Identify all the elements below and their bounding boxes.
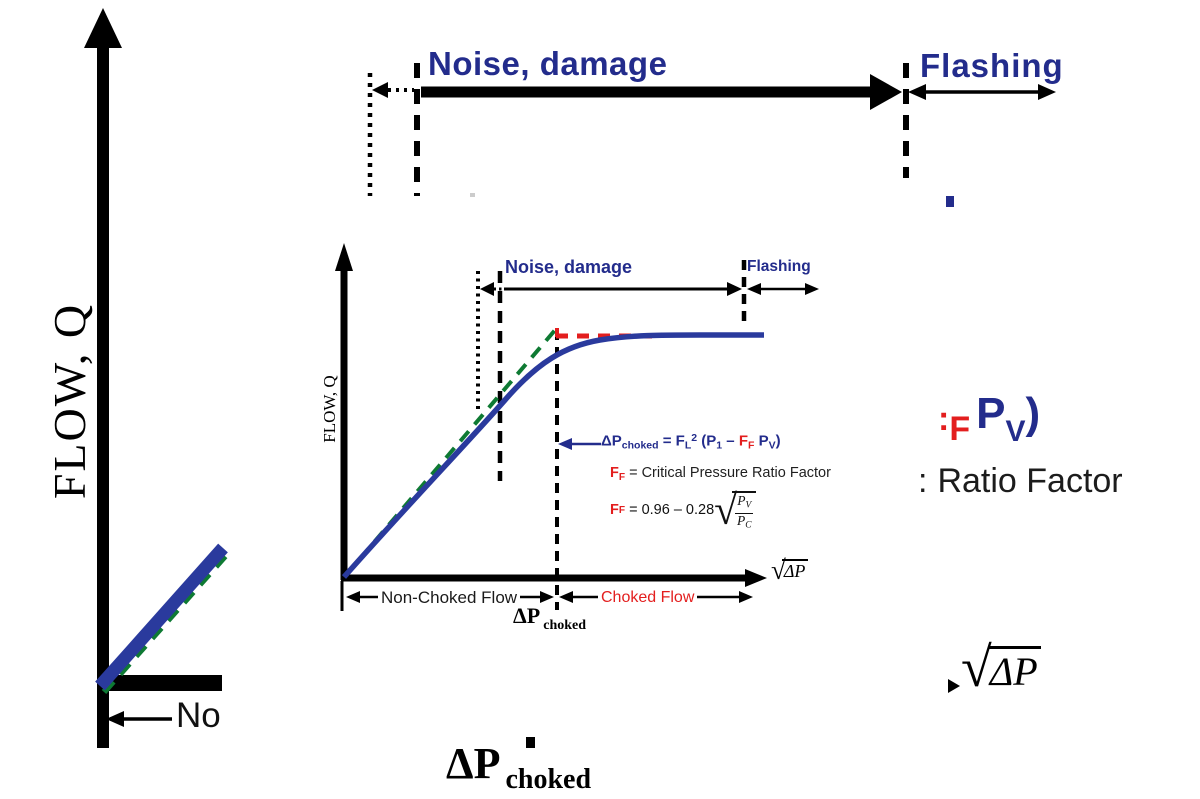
large-radical-expression: ΔP (987, 646, 1041, 693)
large-ratio-factor-fragment: : Ratio Factor (918, 463, 1123, 500)
large-flashing-arrowhead-right (1038, 84, 1056, 100)
f3-num-p: P (737, 493, 746, 509)
f1-close-paren: ) (775, 432, 781, 450)
large-dp-choked-sub: choked (505, 764, 592, 795)
large-ratio-colon: : (918, 462, 928, 500)
inset-formula-pointer-arrowhead (558, 438, 572, 450)
f3-ff-sub: F (618, 504, 626, 516)
f1-pv: P (754, 432, 769, 450)
large-y-axis-arrowhead (84, 8, 122, 48)
f1-p1-sub: 1 (716, 439, 723, 452)
choked-pressure-formula: ΔPchoked = FL2 (P1 – FF PV) (601, 432, 781, 452)
faint-artifact-dot (470, 193, 475, 197)
inset-flow-curve (341, 332, 764, 579)
f1-fl: F (675, 432, 685, 450)
f3-denominator: PC (736, 512, 752, 531)
inset-dotted-arrowhead (480, 282, 494, 296)
inset-non-choked-arrowhead-right (540, 591, 554, 603)
large-x-axis-label: √ ΔP (961, 637, 1041, 699)
inset-noise-damage-label: Noise, damage (505, 257, 633, 277)
inset-x-axis-label: √ ΔP (771, 555, 809, 585)
ff-definition-formula: FF = Critical Pressure Ratio Factor (610, 465, 831, 484)
large-ratio-text: Ratio Factor (937, 462, 1123, 500)
f2-ff-sub: F (618, 471, 626, 483)
inset-non-choked-arrowhead-left (346, 591, 360, 603)
f3-text: = 0.96 – 0.28 (625, 502, 715, 519)
f1-equals: = (658, 432, 676, 450)
large-dp-choked-label: ΔP choked (446, 740, 591, 795)
large-curve-fragment-dot (946, 196, 954, 207)
f3-den-sub: C (745, 520, 752, 531)
inset-choked-arrowhead-left (559, 591, 573, 603)
inset-y-axis-arrowhead (335, 243, 353, 271)
large-noise-damage-label: Noise, damage (428, 45, 668, 82)
large-dotted-arrowhead (372, 82, 388, 98)
inset-radical-expression: ΔP (781, 559, 809, 581)
inset-flashing-label: Flashing (747, 258, 811, 275)
large-formula-fragment: :F PV) (938, 392, 1040, 447)
f1-ff: F (738, 432, 748, 450)
inset-choked-region-label: Choked Flow (598, 589, 698, 607)
large-non-choked-label-fragment: No (176, 696, 221, 735)
inset-x-axis-arrowhead (745, 569, 767, 587)
large-frag-p: P (976, 389, 1006, 438)
f2-ff: F (610, 465, 619, 481)
inset-radical-sign: √ (771, 555, 786, 585)
inset-dp-choked-label: ΔP choked (513, 604, 586, 633)
f1-open-paren-p: (P (697, 432, 717, 450)
inset-y-axis-label: FLOW, Q (320, 375, 339, 443)
large-frag-paren: ) (1025, 389, 1041, 438)
f1-squared: 2 (691, 432, 698, 444)
large-noise-damage-arrowhead (870, 74, 902, 110)
f1-dp: ΔP (601, 432, 622, 450)
f3-fraction: PV PC (732, 491, 757, 531)
inset-non-choked-region-label: Non-Choked Flow (378, 588, 521, 608)
f3-radical-sign: √ (714, 487, 738, 534)
f1-pv-sub: V (768, 439, 776, 452)
inset-flashing-arrowhead-left (747, 283, 761, 295)
inset-noise-damage-arrowhead (727, 282, 742, 296)
large-extrapolation-line-fragment (101, 551, 231, 694)
large-frag-ff-sub: F (949, 410, 971, 448)
large-flow-curve-fragment (95, 543, 228, 691)
large-frag-v-sub: V (1005, 415, 1026, 448)
inset-dp-choked-main: ΔP (513, 603, 541, 628)
large-dp-choked-main: ΔP (446, 739, 501, 788)
large-frag-colon: : (938, 400, 950, 438)
f2-text: = Critical Pressure Ratio Factor (625, 465, 831, 481)
f1-minus: – (722, 432, 739, 450)
f3-numerator: PV (735, 493, 754, 514)
large-dashed-line-fragment-dot (526, 737, 535, 748)
f3-num-sub: V (745, 501, 752, 512)
large-non-choked-arrowhead (106, 711, 124, 727)
inset-flashing-arrowhead-right (805, 283, 819, 295)
inset-choked-arrowhead-right (739, 591, 753, 603)
large-flashing-arrowhead-left (908, 84, 926, 100)
large-sqrt-dp-arrow-fragment (948, 679, 960, 693)
inset-dp-choked-sub: choked (543, 618, 587, 633)
large-y-axis-label: FLOW, Q (44, 302, 95, 500)
f1-dp-sub: choked (621, 439, 659, 452)
f3-ff: F (610, 502, 619, 519)
f1-ff-sub: F (747, 439, 755, 452)
f1-fl-sub: L (684, 439, 692, 452)
large-radical-sign: √ (961, 637, 992, 699)
f3-den-p: P (736, 512, 746, 528)
large-flashing-label: Flashing (920, 47, 1064, 84)
